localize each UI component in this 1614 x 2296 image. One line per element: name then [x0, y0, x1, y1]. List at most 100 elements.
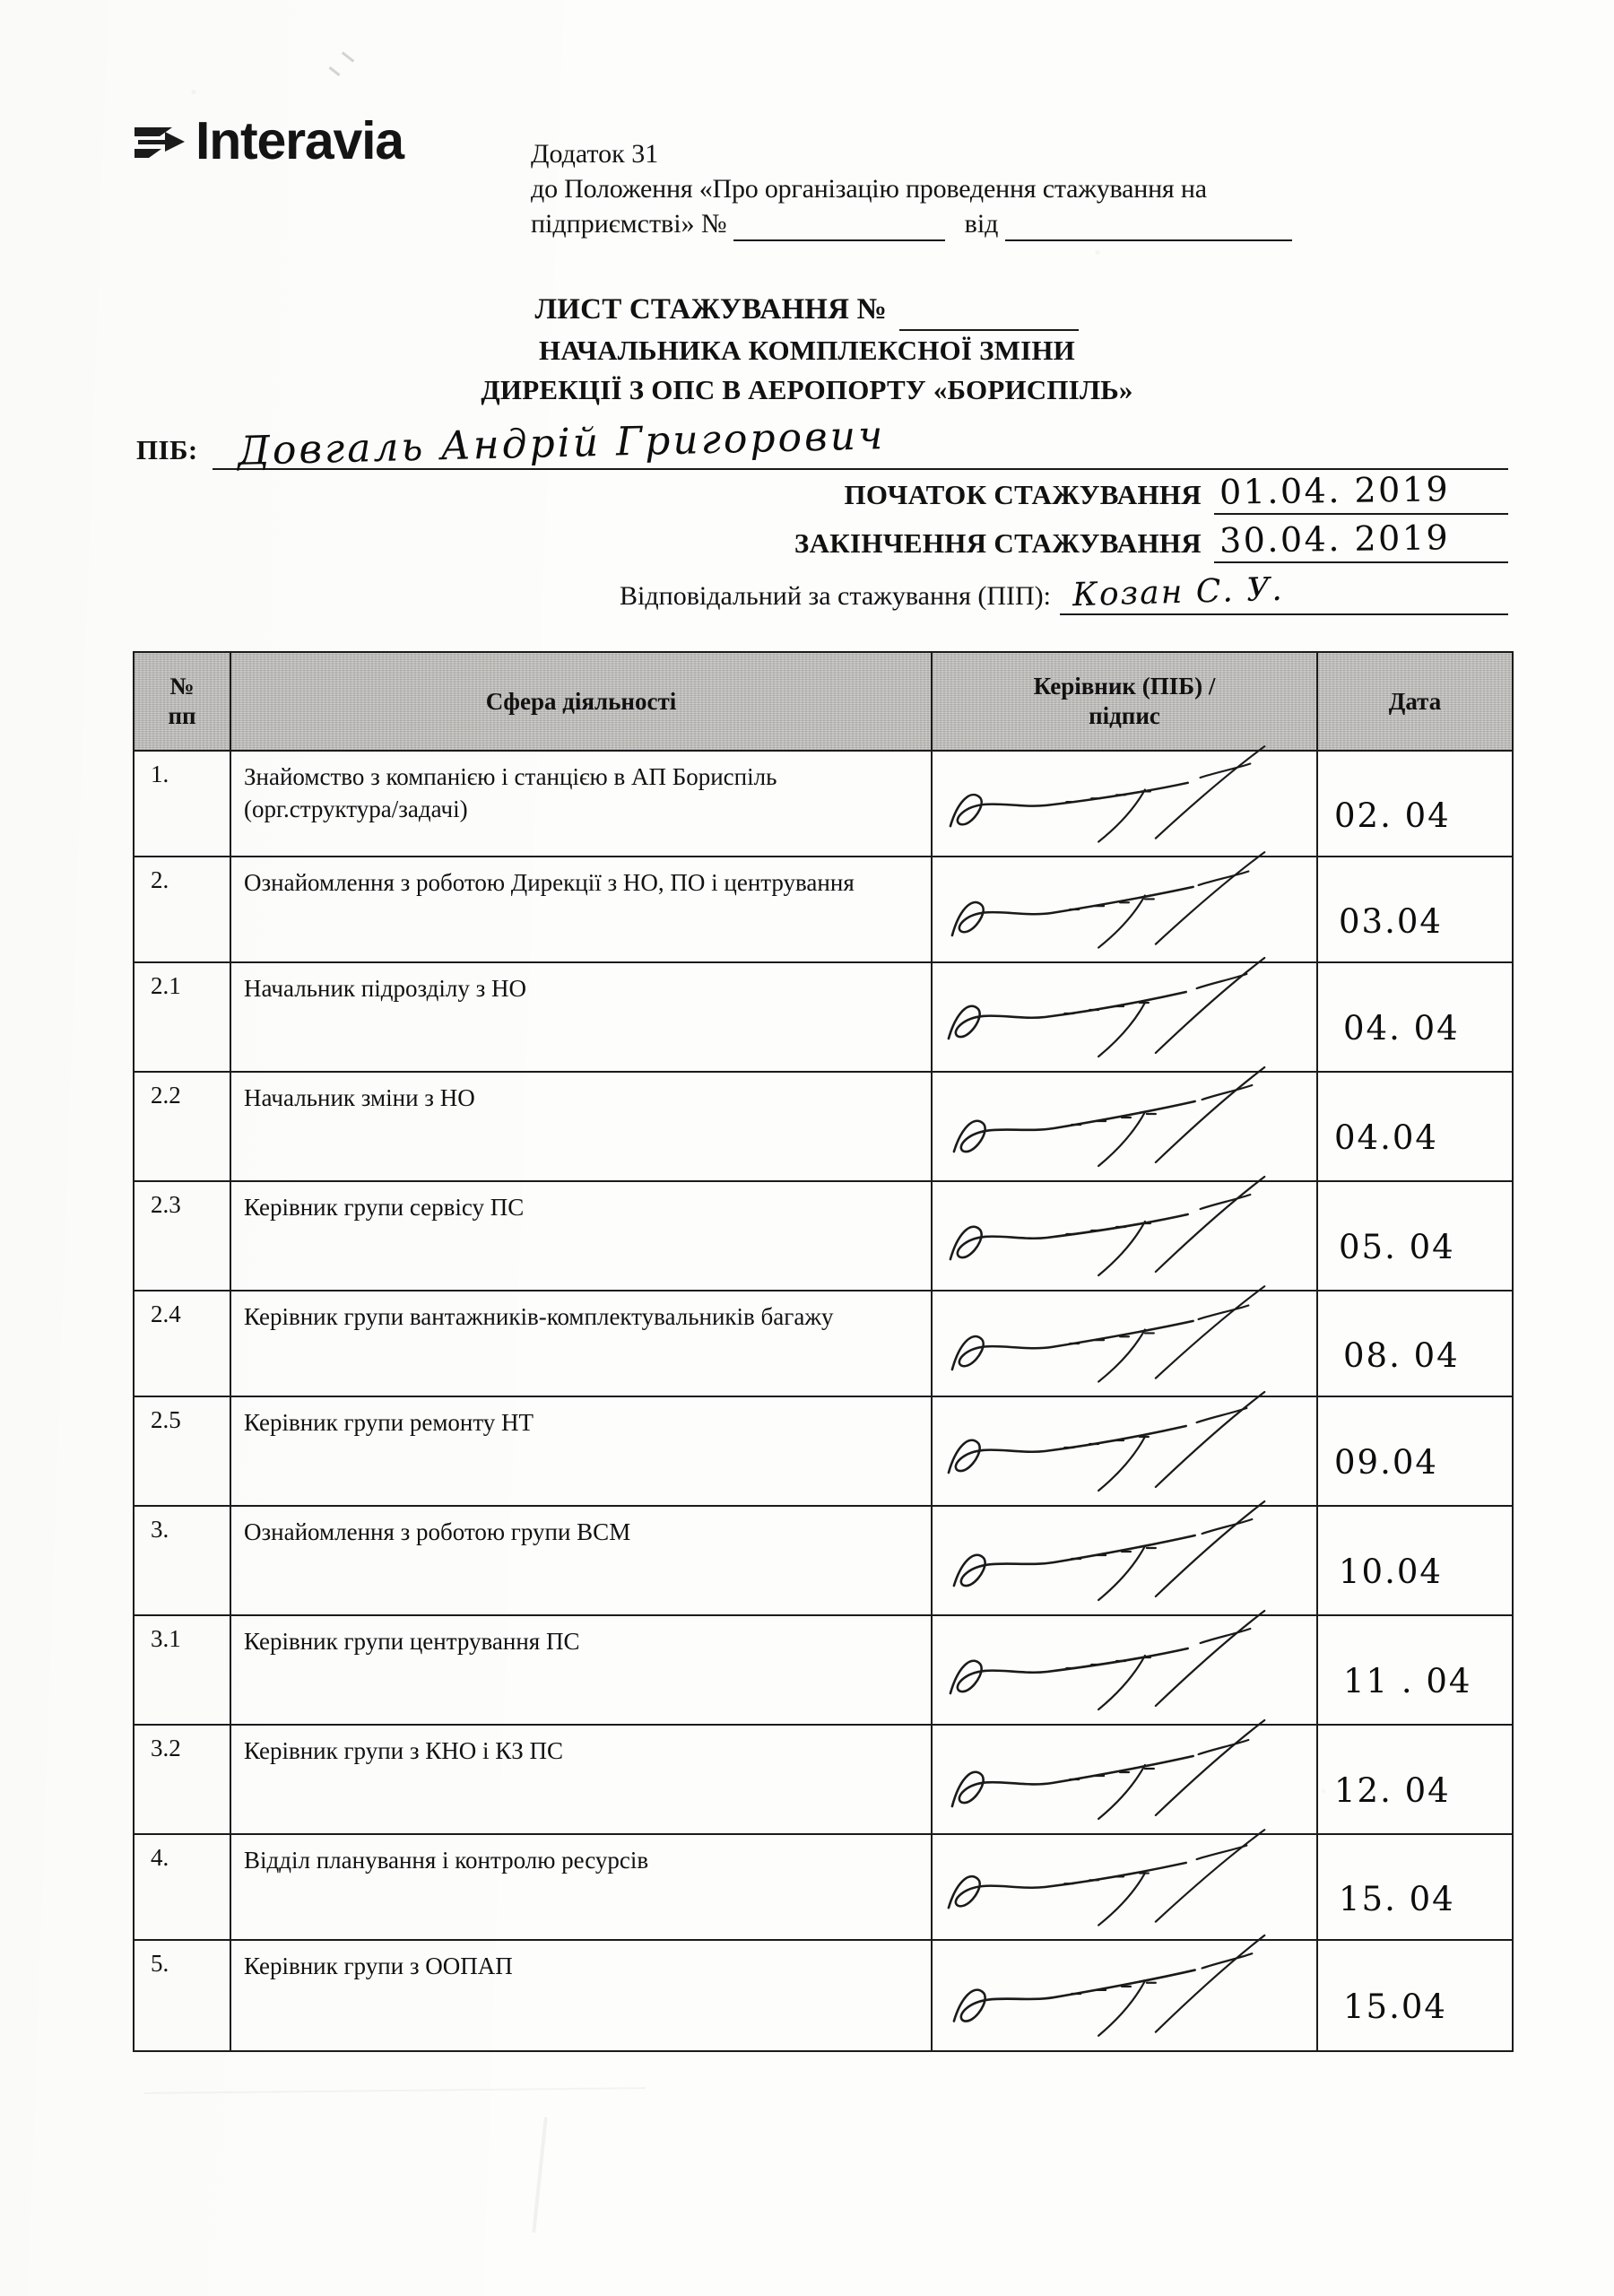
row-date[interactable]: 04.04 — [1316, 1071, 1514, 1182]
table-row: 5. Керівник групи з ООПАП 15.04 — [133, 1934, 1514, 2052]
row-date[interactable]: 04. 04 — [1316, 961, 1514, 1073]
row-supervisor-signature[interactable] — [931, 1829, 1318, 1941]
row-date-handwritten-value: 11 . 04 — [1343, 1662, 1472, 1700]
row-supervisor-signature[interactable] — [931, 1390, 1318, 1507]
start-date-row: ПОЧАТОК СТАЖУВАННЯ 01.04. 2019 — [136, 469, 1508, 515]
table-row: 2.4 Керівник групи вантажників-комплектув… — [133, 1285, 1514, 1397]
row-number: 2.4 — [133, 1290, 231, 1397]
title-line-3: ДИРЕКЦІЇ З ОПС В АЕРОПОРТУ «БОРИСПІЛЬ» — [481, 373, 1133, 405]
company-name: Interavia — [195, 111, 404, 170]
row-activity-area: Керівник групи центрування ПС — [230, 1614, 933, 1726]
row-number: 3.2 — [133, 1724, 231, 1835]
regulation-date-blank[interactable] — [1004, 239, 1292, 241]
row-supervisor-signature[interactable] — [931, 1934, 1318, 2052]
from-label: від — [964, 209, 999, 239]
signature-icon — [950, 1718, 1266, 1821]
row-supervisor-signature[interactable] — [931, 1609, 1318, 1726]
row-date-handwritten-value: 05. 04 — [1339, 1228, 1455, 1266]
row-number: 2.3 — [133, 1180, 231, 1292]
row-number: 4. — [133, 1833, 231, 1941]
row-activity-area: Начальник зміни з НО — [230, 1071, 933, 1182]
signature-icon — [952, 1500, 1266, 1602]
row-date[interactable]: 11 . 04 — [1316, 1614, 1514, 1726]
column-header-number-line1: № — [169, 673, 195, 700]
title-line-2: НАЧАЛЬНИКА КОМПЛЕКСНОЇ ЗМІНИ — [539, 334, 1075, 366]
column-header-area: Сфера діяльності — [230, 651, 933, 752]
row-date-handwritten-value: 15.04 — [1343, 1987, 1447, 2026]
row-date[interactable]: 09.04 — [1316, 1396, 1514, 1507]
table-header-row: № пп Сфера діяльності Керівник (ПІБ) / п… — [133, 651, 1514, 752]
signature-icon — [952, 1934, 1266, 2037]
row-date[interactable]: 15. 04 — [1316, 1833, 1514, 1941]
row-activity-area: Керівник групи вантажників-комплектуваль… — [230, 1290, 933, 1397]
row-supervisor-signature[interactable] — [931, 1718, 1318, 1835]
row-number: 2.1 — [133, 961, 231, 1073]
trainee-name-row: ПІБ: Довгаль Андрій Григорович — [136, 413, 1508, 474]
end-date-input[interactable]: 30.04. 2019 — [1214, 517, 1508, 563]
signature-icon — [947, 1390, 1266, 1492]
row-date-handwritten-value: 04.04 — [1334, 1118, 1438, 1157]
row-supervisor-signature[interactable] — [931, 1065, 1318, 1182]
regulation-number-blank[interactable] — [733, 239, 946, 241]
row-supervisor-signature[interactable] — [931, 956, 1318, 1073]
row-activity-area: Знайомство з компанією і станцією в АП Б… — [230, 750, 933, 857]
signature-icon — [950, 851, 1266, 949]
column-header-supervisor-line2: підпис — [1089, 702, 1160, 729]
row-activity-area: Керівник групи з КНО і КЗ ПС — [230, 1724, 933, 1835]
start-date-label: ПОЧАТОК СТАЖУВАННЯ — [844, 479, 1202, 510]
end-date-row: ЗАКІНЧЕННЯ СТАЖУВАННЯ 30.04. 2019 — [136, 517, 1508, 563]
pib-input[interactable]: Довгаль Андрій Григорович — [212, 413, 1508, 474]
row-supervisor-signature[interactable] — [931, 851, 1318, 963]
table-row: 3. Ознайомлення з роботою групи ВСМ 10.04 — [133, 1500, 1514, 1616]
appendix-number: Додаток 31 — [531, 139, 659, 169]
company-logo: Interavia — [133, 115, 404, 168]
row-date-handwritten-value: 08. 04 — [1343, 1336, 1460, 1375]
row-activity-area: Керівник групи ремонту НТ — [230, 1396, 933, 1507]
table-row: 2. Ознайомлення з роботою Дирекції з НО, … — [133, 851, 1514, 963]
table-row: 3.1 Керівник групи центрування ПС 11 . 04 — [133, 1609, 1514, 1726]
signature-icon — [949, 745, 1266, 843]
pib-label: ПІБ: — [136, 434, 198, 465]
end-date-handwritten-value: 30.04. 2019 — [1219, 517, 1451, 561]
row-date[interactable]: 02. 04 — [1316, 750, 1514, 857]
table-row: 3.2 Керівник групи з КНО і КЗ ПС 12. 04 — [133, 1718, 1514, 1835]
start-date-input[interactable]: 01.04. 2019 — [1214, 469, 1508, 515]
table-row: 2.3 Керівник групи сервісу ПС 05. 04 — [133, 1175, 1514, 1292]
signature-icon — [947, 1829, 1266, 1926]
signature-icon — [949, 1609, 1266, 1711]
row-date[interactable]: 03.04 — [1316, 856, 1514, 963]
row-supervisor-signature[interactable] — [931, 745, 1318, 857]
responsible-person-row: Відповідальний за стажування (ПІП): Коза… — [136, 570, 1508, 615]
row-number: 3. — [133, 1505, 231, 1616]
column-header-date-line1: Дата — [1388, 687, 1442, 715]
row-activity-area: Ознайомлення з роботою групи ВСМ — [230, 1505, 933, 1616]
internship-table: № пп Сфера діяльності Керівник (ПІБ) / п… — [133, 651, 1514, 2052]
signature-icon — [947, 956, 1266, 1058]
row-date[interactable]: 05. 04 — [1316, 1180, 1514, 1292]
table-row: 1. Знайомство з компанією і станцією в АП… — [133, 745, 1514, 857]
scan-artifact — [143, 2087, 646, 2094]
regulation-line: до Положення «Про організацію проведення… — [531, 174, 1207, 204]
table-row: 2.2 Начальник зміни з НО 04.04 — [133, 1065, 1514, 1182]
table-body: 1. Знайомство з компанією і станцією в АП… — [133, 745, 1514, 2052]
row-date[interactable]: 08. 04 — [1316, 1290, 1514, 1397]
start-date-handwritten-value: 01.04. 2019 — [1219, 469, 1451, 512]
row-number: 2. — [133, 856, 231, 963]
row-number: 5. — [133, 1939, 231, 2052]
row-date[interactable]: 15.04 — [1316, 1939, 1514, 2052]
row-activity-area: Відділ планування і контролю ресурсів — [230, 1833, 933, 1941]
column-header-number-line2: пп — [168, 702, 196, 729]
enterprise-line: підприємстві» № — [531, 209, 727, 239]
row-number: 2.5 — [133, 1396, 231, 1507]
row-supervisor-signature[interactable] — [931, 1285, 1318, 1397]
responsible-input[interactable]: Козан С. У. — [1060, 570, 1508, 615]
table-row: 2.5 Керівник групи ремонту НТ 09.04 — [133, 1390, 1514, 1507]
sheet-number-blank[interactable] — [899, 328, 1080, 331]
responsible-handwritten-value: Козан С. У. — [1072, 570, 1285, 614]
row-date[interactable]: 12. 04 — [1316, 1724, 1514, 1835]
row-supervisor-signature[interactable] — [931, 1175, 1318, 1292]
row-supervisor-signature[interactable] — [931, 1500, 1318, 1616]
table-row: 2.1 Начальник підрозділу з НО 04. 04 — [133, 956, 1514, 1073]
responsible-label: Відповідальний за стажування (ПІП): — [620, 581, 1051, 611]
row-date[interactable]: 10.04 — [1316, 1505, 1514, 1616]
